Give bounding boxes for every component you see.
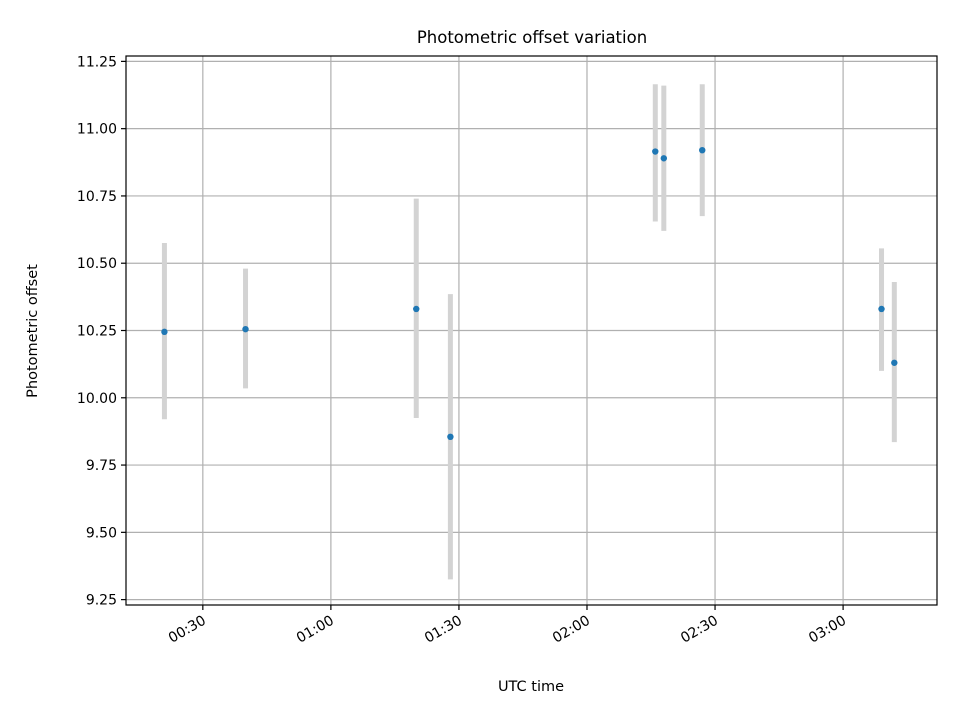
x-axis-title: UTC time — [498, 679, 564, 695]
y-tick-label: 11.25 — [77, 54, 117, 70]
data-point — [161, 328, 168, 336]
data-point — [652, 148, 659, 155]
data-point — [447, 433, 454, 441]
data-point — [878, 305, 885, 313]
y-tick-label: 9.25 — [86, 593, 117, 609]
y-tick-label: 10.75 — [77, 189, 117, 205]
y-tick-label: 9.50 — [86, 525, 117, 541]
y-axis: 9.25 9.50 9.75 10.00 10.25 10.50 10.75 11.00 11.… — [77, 54, 126, 609]
data-point — [891, 359, 898, 366]
data-point — [242, 325, 249, 333]
data-point — [660, 155, 668, 162]
grid — [126, 56, 937, 605]
data-points — [161, 146, 898, 441]
y-tick-label: 11.00 — [77, 122, 117, 138]
y-tick-label: 10.50 — [77, 256, 117, 272]
y-tick-label: 10.00 — [77, 391, 117, 407]
data-point — [699, 146, 706, 154]
chart-title: Photometric offset variation — [417, 28, 647, 47]
y-axis-title: Photometric offset — [25, 264, 41, 398]
y-tick-label: 9.75 — [86, 458, 117, 474]
y-tick-label: 10.25 — [77, 324, 117, 340]
data-point — [413, 305, 420, 313]
